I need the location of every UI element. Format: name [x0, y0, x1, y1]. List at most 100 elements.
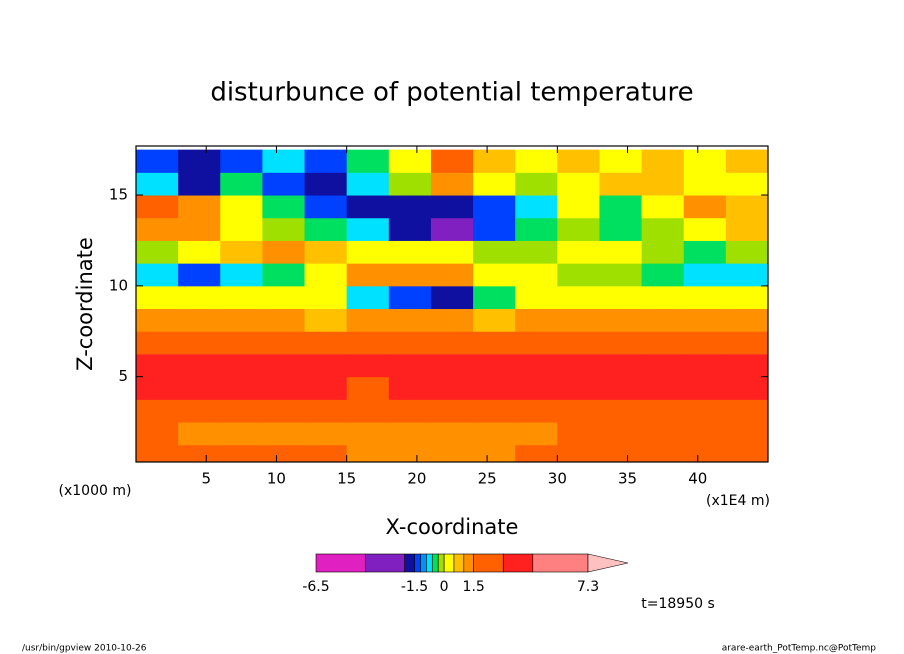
contour-cell — [220, 240, 263, 264]
contour-cell — [599, 399, 643, 423]
contour-cell — [725, 263, 768, 287]
contour-cell — [641, 285, 685, 310]
contour-cell — [136, 399, 179, 423]
colorbar-segment — [404, 553, 415, 573]
contour-cell — [136, 172, 179, 196]
contour-cell — [430, 285, 474, 310]
contour-cell — [599, 353, 643, 378]
x-unit: (x1E4 m) — [706, 493, 770, 509]
contour-cell — [304, 217, 348, 241]
contour-cell — [304, 149, 348, 173]
contour-cell — [430, 376, 474, 400]
contour-cell — [473, 263, 516, 287]
contour-cell — [557, 444, 600, 462]
contour-cell — [641, 353, 685, 378]
contour-cell — [683, 172, 727, 196]
contour-cell — [388, 149, 432, 173]
contour-cell — [641, 195, 685, 219]
colorbar-segment — [364, 553, 405, 573]
contour-cell — [725, 217, 768, 241]
contour-cell — [346, 172, 390, 196]
contour-cell — [725, 195, 768, 219]
contour-cell — [304, 285, 348, 310]
contour-cell — [430, 444, 474, 462]
contour-cell — [346, 399, 390, 423]
contour-cell — [473, 376, 516, 400]
contour-cell — [515, 195, 558, 219]
x-tick-label: 5 — [201, 470, 211, 488]
contour-cell — [304, 195, 348, 219]
contour-cell — [557, 172, 600, 196]
contour-cell — [346, 149, 390, 173]
contour-cell — [473, 217, 516, 241]
contour-cell — [346, 422, 390, 446]
contour-cell — [430, 353, 474, 378]
contour-cell — [262, 422, 306, 446]
contour-cell — [641, 172, 685, 196]
contour-cell — [304, 422, 348, 446]
contour-cell — [641, 217, 685, 241]
contour-cell — [641, 422, 685, 446]
contour-cell — [641, 331, 685, 355]
contour-cell — [725, 285, 768, 310]
contour-cell — [599, 308, 643, 332]
contour-cell — [557, 149, 600, 173]
x-tick-label: 15 — [337, 470, 356, 488]
contour-cell — [473, 240, 516, 264]
colorbar-segment — [453, 553, 465, 573]
contour-cell — [388, 217, 432, 241]
colorbar: -6.5 -1.5 0 1.5 7.3 — [302, 553, 629, 595]
contour-cell — [641, 399, 685, 423]
contour-cell — [262, 263, 306, 287]
contour-cell — [136, 195, 179, 219]
contour-cell — [515, 149, 558, 173]
x-tick-label: 10 — [267, 470, 286, 488]
contour-cell — [220, 422, 263, 446]
contour-cell — [388, 195, 432, 219]
contour-cell — [220, 399, 263, 423]
y-tick-label: 5 — [118, 367, 128, 385]
contour-cell — [178, 376, 221, 400]
contour-cell — [220, 444, 263, 462]
x-tick-label: 35 — [618, 470, 637, 488]
contour-cell — [346, 444, 390, 462]
contour-cell — [178, 195, 221, 219]
contour-cell — [262, 172, 306, 196]
contour-cell — [473, 172, 516, 196]
contour-cell — [599, 217, 643, 241]
contour-cell — [683, 399, 727, 423]
contour-cell — [262, 285, 306, 310]
contour-cell — [557, 331, 600, 355]
contour-cell — [178, 217, 221, 241]
contour-cell — [557, 217, 600, 241]
contour-cell — [304, 444, 348, 462]
colorbar-tick-label: -1.5 — [401, 579, 428, 595]
contour-cell — [388, 422, 432, 446]
contour-cell — [220, 195, 263, 219]
contour-cell — [220, 172, 263, 196]
contour-cell — [262, 399, 306, 423]
contour-cell — [515, 376, 558, 400]
contour-cell — [473, 353, 516, 378]
x-tick-label: 40 — [688, 470, 707, 488]
contour-cell — [388, 308, 432, 332]
contour-cell — [599, 444, 643, 462]
colorbar-segment — [426, 553, 433, 573]
contour-cell — [304, 240, 348, 264]
contour-cell — [430, 331, 474, 355]
plot-frame — [135, 145, 769, 463]
contour-cell — [136, 263, 179, 287]
contour-cell — [136, 444, 179, 462]
contour-cell — [178, 444, 221, 462]
contour-cell — [557, 240, 600, 264]
colorbar-segment — [420, 553, 427, 573]
contour-cell — [220, 285, 263, 310]
contour-cell — [346, 308, 390, 332]
contour-cell — [473, 399, 516, 423]
colorbar-segment — [463, 553, 474, 573]
contour-cell — [178, 285, 221, 310]
contour-cell — [641, 240, 685, 264]
contour-cell — [388, 172, 432, 196]
contour-cell — [262, 149, 306, 173]
